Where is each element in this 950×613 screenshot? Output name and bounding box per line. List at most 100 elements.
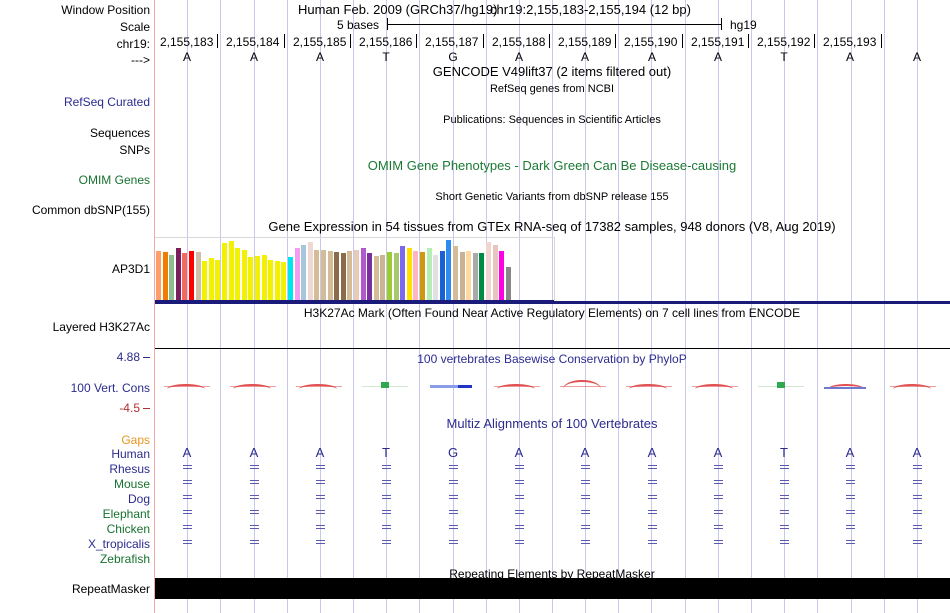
gtex-tissue-bar[interactable]: [248, 257, 253, 300]
label-sequences[interactable]: Sequences: [89, 126, 150, 140]
gtex-tissue-bar[interactable]: [156, 251, 161, 300]
gtex-tissue-bar[interactable]: [295, 248, 300, 300]
gtex-tissue-bar[interactable]: [308, 242, 313, 300]
phylop-base-mark: [560, 380, 606, 389]
ruler-tick: [748, 34, 749, 48]
gtex-tissue-bar[interactable]: [506, 267, 511, 300]
gtex-tissue-bar[interactable]: [321, 250, 326, 300]
multiz-species-label-rhesus[interactable]: Rhesus: [109, 462, 150, 476]
gtex-tissue-bar[interactable]: [493, 245, 498, 300]
track-data-area[interactable]: 2,155,183 2,155,184 2,155,185 2,155,186 2,15…: [154, 0, 950, 613]
multiz-human-base: G: [447, 445, 459, 460]
gtex-tissue-bar[interactable]: [374, 256, 379, 300]
gtex-tissue-bar[interactable]: [473, 253, 478, 300]
gtex-tissue-bar[interactable]: [235, 248, 240, 300]
gtex-tissue-bar[interactable]: [222, 243, 227, 300]
gtex-tissue-bar[interactable]: [347, 251, 352, 300]
gtex-tissue-bar[interactable]: [182, 253, 187, 300]
gtex-tissue-bar[interactable]: [163, 252, 168, 300]
grid-line: [552, 0, 553, 613]
label-gtex-gene[interactable]: AP3D1: [111, 262, 150, 276]
gtex-tissue-bar[interactable]: [486, 242, 491, 300]
multiz-species-label-chicken[interactable]: Chicken: [106, 522, 150, 536]
gtex-tissue-bar[interactable]: [466, 251, 471, 300]
gtex-tissue-bar[interactable]: [413, 251, 418, 300]
gtex-tissue-bar[interactable]: [380, 255, 385, 300]
gtex-tissue-bar[interactable]: [268, 260, 273, 300]
repeatmasker-bar[interactable]: [154, 578, 950, 599]
ruler-base-letter: A: [580, 50, 589, 64]
gtex-tissue-bar[interactable]: [460, 252, 465, 300]
ruler-base-letter: G: [448, 50, 458, 64]
multiz-species-label-gaps[interactable]: Gaps: [121, 433, 150, 447]
multiz-human-base: T: [780, 445, 788, 460]
gtex-tissue-bar[interactable]: [499, 251, 504, 300]
gtex-tissue-bar[interactable]: [301, 245, 306, 300]
gtex-tissue-bar[interactable]: [288, 257, 293, 300]
gtex-tissue-bar[interactable]: [255, 256, 260, 300]
multiz-gap-mark: [780, 525, 789, 530]
label-repeatmasker[interactable]: RepeatMasker: [71, 582, 150, 596]
gtex-tissue-bar[interactable]: [176, 248, 181, 300]
grid-line: [320, 0, 321, 613]
label-refseq-curated[interactable]: RefSeq Curated: [63, 95, 150, 109]
label-strand-arrow: --->: [131, 53, 150, 67]
gtex-tissue-bar[interactable]: [314, 250, 319, 300]
label-100-vert-cons[interactable]: 100 Vert. Cons: [70, 381, 150, 395]
gtex-tissue-bar[interactable]: [440, 251, 445, 300]
multiz-gap-mark: [913, 495, 922, 500]
multiz-species-label-dog[interactable]: Dog: [127, 492, 150, 506]
gtex-tissue-bar[interactable]: [427, 248, 432, 300]
gtex-tissue-bar[interactable]: [394, 253, 399, 300]
gtex-tissue-bar[interactable]: [354, 250, 359, 300]
gtex-tissue-bar[interactable]: [262, 255, 267, 300]
multiz-gap-mark: [449, 540, 458, 545]
data-area-left-border: [154, 0, 155, 613]
multiz-gap-mark: [846, 540, 855, 545]
gtex-tissue-bar[interactable]: [387, 252, 392, 300]
gtex-tissue-bar[interactable]: [367, 253, 372, 300]
gtex-tissue-bar[interactable]: [361, 248, 366, 300]
gtex-tissue-bar[interactable]: [446, 240, 451, 300]
gtex-tissue-bar[interactable]: [169, 255, 174, 300]
gtex-tissue-bar[interactable]: [242, 250, 247, 300]
label-scale: Scale: [119, 20, 150, 34]
scale-bar-left-tick: [387, 18, 388, 30]
multiz-gap-mark: [449, 480, 458, 485]
multiz-species-label-mouse[interactable]: Mouse: [113, 477, 150, 491]
gtex-tissue-bar[interactable]: [334, 252, 339, 300]
ruler-coordinate: 2,155,191: [691, 35, 745, 49]
multiz-species-label-zebrafish[interactable]: Zebrafish: [99, 552, 150, 566]
gtex-tissue-bar[interactable]: [341, 253, 346, 300]
gtex-tissue-bar[interactable]: [328, 251, 333, 300]
gtex-tissue-bar[interactable]: [420, 252, 425, 300]
gtex-tissue-bar[interactable]: [407, 248, 412, 300]
multiz-gap-mark: [648, 510, 657, 515]
multiz-human-base: A: [249, 445, 259, 460]
gtex-tissue-bar[interactable]: [479, 253, 484, 300]
gtex-tissue-bar[interactable]: [229, 241, 234, 300]
multiz-species-label-elephant[interactable]: Elephant: [102, 507, 150, 521]
gtex-tissue-bar[interactable]: [196, 252, 201, 300]
label-omim-genes[interactable]: OMIM Genes: [78, 173, 150, 187]
ruler-tick: [217, 34, 218, 48]
gtex-tissue-bar[interactable]: [433, 255, 438, 300]
multiz-species-label-x-tropicalis[interactable]: X_tropicalis: [87, 537, 150, 551]
gtex-tissue-bar[interactable]: [453, 246, 458, 300]
label-common-dbsnp[interactable]: Common dbSNP(155): [31, 203, 150, 217]
multiz-gap-mark: [316, 510, 325, 515]
gtex-tissue-bar[interactable]: [209, 258, 214, 300]
gtex-tissue-bar[interactable]: [189, 251, 194, 300]
multiz-gap-mark: [714, 495, 723, 500]
gtex-tissue-bar[interactable]: [202, 261, 207, 300]
label-layered-h3k27ac[interactable]: Layered H3K27Ac: [52, 320, 150, 334]
gtex-tissue-bar[interactable]: [400, 246, 405, 300]
multiz-gap-mark: [449, 495, 458, 500]
gtex-tissue-bar[interactable]: [281, 262, 286, 300]
label-snps[interactable]: SNPs: [119, 143, 150, 157]
grid-line: [419, 0, 420, 613]
multiz-species-label-human[interactable]: Human: [111, 447, 150, 461]
gtex-tissue-bar[interactable]: [215, 260, 220, 300]
gtex-tissue-bar[interactable]: [275, 261, 280, 300]
gtex-expression-chart[interactable]: [154, 237, 554, 300]
